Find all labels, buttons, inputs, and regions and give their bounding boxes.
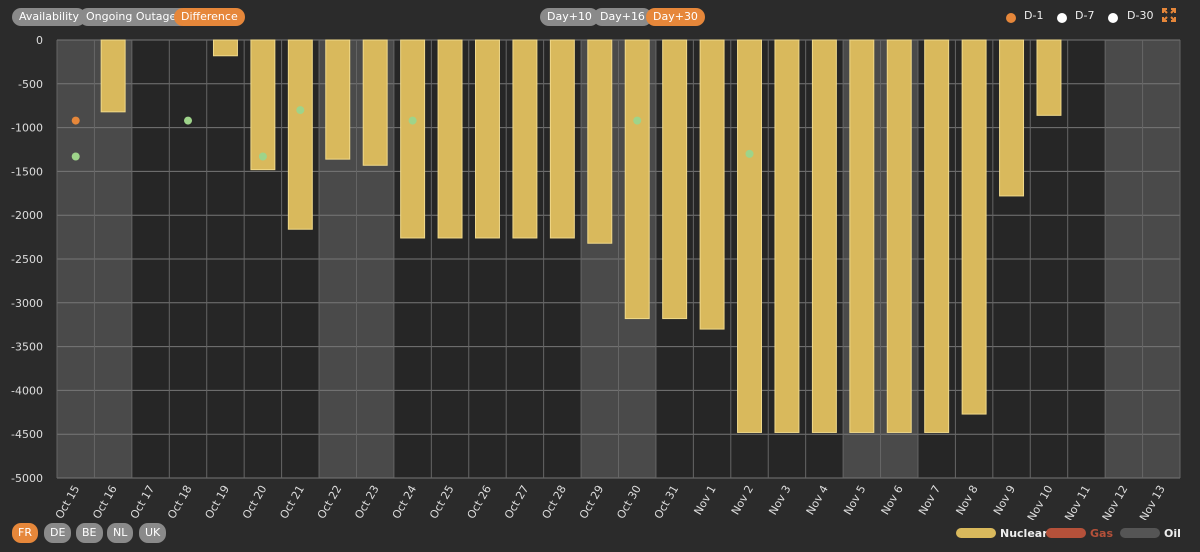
- y-tick-label: -500: [18, 78, 43, 91]
- x-tick-label: Oct 19: [203, 483, 233, 520]
- bar-nuclear-oct-27[interactable]: [512, 39, 538, 239]
- bar-nuclear-oct-26[interactable]: [475, 39, 500, 239]
- horizon-day-16-button[interactable]: Day+16: [593, 8, 652, 26]
- bar-nuclear-nov-1[interactable]: [699, 39, 725, 330]
- comparison-point-6[interactable]: [633, 116, 642, 125]
- x-tick-label: Oct 17: [128, 483, 158, 520]
- comparison-point-0[interactable]: [71, 116, 80, 125]
- x-tick-label: Oct 25: [427, 483, 457, 520]
- y-tick-label: -1000: [11, 122, 43, 135]
- x-tick-label: Nov 6: [879, 483, 906, 517]
- bar-nuclear-oct-25[interactable]: [437, 39, 463, 239]
- x-tick-label: Oct 23: [352, 483, 382, 520]
- x-tick-label: Nov 7: [916, 483, 943, 517]
- y-tick-label: -2500: [11, 253, 43, 266]
- gas-legend-swatch[interactable]: [1046, 528, 1086, 538]
- bar-nuclear-nov-2[interactable]: [737, 39, 762, 433]
- bar-nuclear-nov-3[interactable]: [774, 39, 800, 433]
- d7-legend-dot[interactable]: [1057, 13, 1067, 23]
- x-tick-label: Nov 8: [953, 483, 980, 517]
- x-tick-label: Oct 28: [539, 483, 569, 520]
- nuclear-legend-swatch[interactable]: [956, 528, 996, 538]
- bar-nuclear-oct-16[interactable]: [100, 39, 126, 113]
- view-availability-button[interactable]: Availability: [12, 8, 86, 26]
- d1-legend-label[interactable]: D-1: [1024, 9, 1044, 22]
- x-tick-label: Oct 16: [90, 483, 120, 520]
- x-tick-label: Oct 22: [315, 483, 345, 520]
- y-tick-label: -3500: [11, 341, 43, 354]
- y-tick-label: -4500: [11, 428, 43, 441]
- bar-nuclear-oct-30[interactable]: [624, 39, 650, 320]
- bar-nuclear-oct-21[interactable]: [287, 39, 313, 230]
- x-tick-label: Oct 26: [465, 483, 495, 520]
- d1-legend-dot[interactable]: [1006, 13, 1016, 23]
- x-tick-label: Oct 21: [277, 483, 307, 520]
- bar-nuclear-nov-6[interactable]: [886, 39, 912, 433]
- x-tick-label: Oct 15: [53, 483, 83, 520]
- country-fr-button[interactable]: FR: [12, 523, 38, 543]
- bar-nuclear-nov-7[interactable]: [924, 39, 950, 433]
- comparison-point-3[interactable]: [258, 152, 267, 161]
- bar-nuclear-oct-29[interactable]: [587, 39, 613, 244]
- horizon-day-10-button[interactable]: Day+10: [540, 8, 599, 26]
- view-ongoing-outages-button[interactable]: Ongoing Outages: [79, 8, 190, 26]
- view-difference-button[interactable]: Difference: [174, 8, 245, 26]
- bar-nuclear-oct-31[interactable]: [662, 39, 688, 320]
- y-tick-label: 0: [36, 34, 43, 47]
- bar-nuclear-oct-24[interactable]: [400, 39, 426, 239]
- y-tick-label: -1500: [11, 165, 43, 178]
- oil-legend-swatch[interactable]: [1120, 528, 1160, 538]
- x-tick-label: Oct 27: [502, 483, 532, 520]
- country-uk-button[interactable]: UK: [139, 523, 167, 543]
- x-tick-label: Nov 3: [766, 483, 793, 517]
- d7-legend-label[interactable]: D-7: [1075, 9, 1095, 22]
- bar-nuclear-oct-28[interactable]: [549, 39, 575, 239]
- x-tick-label: Oct 20: [240, 483, 270, 520]
- expand-icon[interactable]: [1162, 8, 1176, 22]
- bar-nuclear-oct-22[interactable]: [325, 39, 351, 160]
- x-tick-label: Nov 12: [1100, 483, 1131, 520]
- x-tick-label: Nov 13: [1137, 483, 1168, 520]
- bar-nuclear-oct-20[interactable]: [250, 39, 276, 171]
- bar-nuclear-nov-9[interactable]: [999, 39, 1025, 197]
- comparison-point-5[interactable]: [408, 116, 417, 125]
- x-tick-label: Oct 18: [165, 483, 195, 520]
- country-be-button[interactable]: BE: [76, 523, 103, 543]
- nuclear-legend-label[interactable]: Nuclear: [1000, 527, 1048, 540]
- country-nl-button[interactable]: NL: [107, 523, 134, 543]
- gas-legend-label[interactable]: Gas: [1090, 527, 1113, 540]
- d30-legend-dot[interactable]: [1108, 13, 1118, 23]
- x-tick-label: Oct 30: [614, 483, 644, 520]
- bar-nuclear-nov-10[interactable]: [1036, 39, 1062, 116]
- x-tick-label: Oct 24: [390, 483, 420, 520]
- y-tick-label: -3000: [11, 297, 43, 310]
- x-tick-label: Nov 5: [841, 483, 868, 517]
- y-tick-label: -5000: [11, 472, 43, 485]
- comparison-point-1[interactable]: [71, 152, 80, 161]
- comparison-point-2[interactable]: [184, 116, 193, 125]
- comparison-point-7[interactable]: [745, 149, 754, 158]
- bar-nuclear-oct-23[interactable]: [362, 39, 388, 166]
- x-tick-label: Nov 1: [691, 483, 718, 517]
- x-tick-label: Oct 31: [652, 483, 682, 520]
- bar-nuclear-nov-5[interactable]: [849, 39, 875, 433]
- bar-nuclear-nov-4[interactable]: [811, 39, 837, 433]
- x-tick-label: Nov 9: [991, 483, 1018, 517]
- comparison-point-4[interactable]: [296, 106, 305, 115]
- x-tick-label: Oct 29: [577, 483, 607, 520]
- bar-nuclear-nov-8[interactable]: [961, 39, 987, 415]
- x-tick-label: Nov 2: [729, 483, 756, 517]
- oil-legend-label[interactable]: Oil: [1164, 527, 1181, 540]
- d30-legend-label[interactable]: D-30: [1127, 9, 1154, 22]
- x-tick-label: Nov 11: [1062, 483, 1093, 520]
- horizon-day-30-button[interactable]: Day+30: [646, 8, 705, 26]
- y-tick-label: -2000: [11, 209, 43, 222]
- bar-nuclear-oct-19[interactable]: [212, 39, 238, 57]
- x-tick-label: Nov 10: [1025, 483, 1056, 520]
- y-tick-label: -4000: [11, 384, 43, 397]
- x-tick-label: Nov 4: [804, 483, 831, 517]
- country-de-button[interactable]: DE: [44, 523, 72, 543]
- outage-difference-chart: 0 -500 -1000 -1500 -2000 -2500 -3000 -3500 -4000…: [11, 34, 1181, 520]
